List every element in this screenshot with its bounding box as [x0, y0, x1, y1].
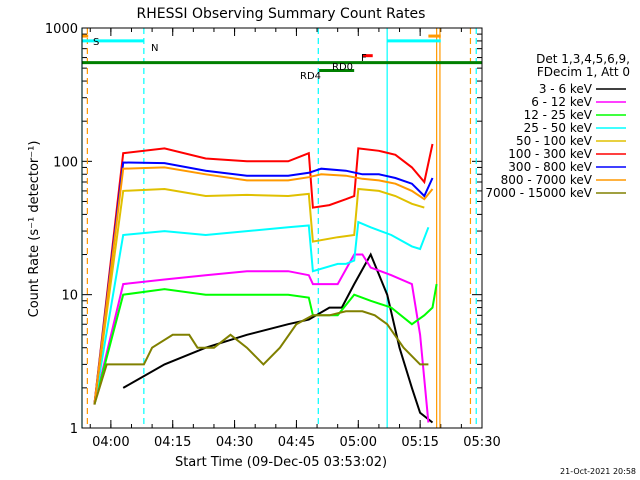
- legend: Det 1,3,4,5,6,9,FDecim 1, Att 0 3 - 6 keV…: [485, 52, 630, 200]
- legend-entry-label: 300 - 800 keV: [508, 160, 592, 174]
- x-tick-label: 04:15: [154, 435, 191, 450]
- series-line: [93, 253, 430, 423]
- legend-entry-label: 3 - 6 keV: [539, 82, 593, 96]
- series-line: [93, 310, 429, 405]
- x-axis-label: Start Time (09-Dec-05 03:53:02): [175, 455, 387, 470]
- state-flag-label: RD0: [332, 62, 353, 73]
- y-tick-label: 1: [70, 422, 78, 437]
- state-flag-label: N: [151, 43, 158, 54]
- series-line: [93, 187, 425, 405]
- x-tick-label: 05:00: [340, 435, 377, 450]
- x-tick-label: 04:00: [92, 435, 129, 450]
- x-tick-label: 05:30: [463, 435, 500, 450]
- series-line: [93, 143, 434, 405]
- legend-entry-label: 800 - 7000 keV: [501, 173, 593, 187]
- x-tick-label: 04:30: [216, 435, 253, 450]
- series-line: [93, 283, 438, 405]
- legend-entry-label: 100 - 300 keV: [508, 147, 592, 161]
- legend-header: FDecim 1, Att 0: [537, 65, 630, 79]
- series-group: [93, 143, 438, 424]
- series-line: [93, 220, 430, 405]
- state-flag-label: S: [93, 37, 99, 48]
- series-line: [93, 161, 434, 405]
- legend-header: Det 1,3,4,5,6,9,: [536, 52, 630, 66]
- state-flag-label: RD4: [300, 71, 321, 82]
- state-flag-label: F: [361, 53, 367, 64]
- marker-group: [81, 28, 477, 428]
- legend-entry-label: 50 - 100 keV: [516, 134, 593, 148]
- x-tick-label: 05:15: [401, 435, 438, 450]
- plot-frame: [81, 27, 483, 429]
- state-bar-group: S N RD0 RD4 F: [82, 34, 482, 82]
- legend-entry-label: 7000 - 15000 keV: [485, 186, 592, 200]
- y-tick-label: 1000: [45, 22, 78, 37]
- timestamp: 21-Oct-2021 20:58: [560, 467, 636, 476]
- y-tick-label: 100: [53, 155, 78, 170]
- x-tick-label: 04:45: [278, 435, 315, 450]
- y-tick-label: 10: [61, 289, 78, 304]
- legend-entry-label: 6 - 12 keV: [531, 95, 593, 109]
- series-line: [93, 166, 434, 405]
- chart-title: RHESSI Observing Summary Count Rates: [137, 6, 426, 22]
- y-axis-label: Count Rate (s⁻¹ detector⁻¹): [27, 141, 42, 318]
- legend-entry-label: 12 - 25 keV: [524, 108, 593, 122]
- legend-entry-label: 25 - 50 keV: [524, 121, 593, 135]
